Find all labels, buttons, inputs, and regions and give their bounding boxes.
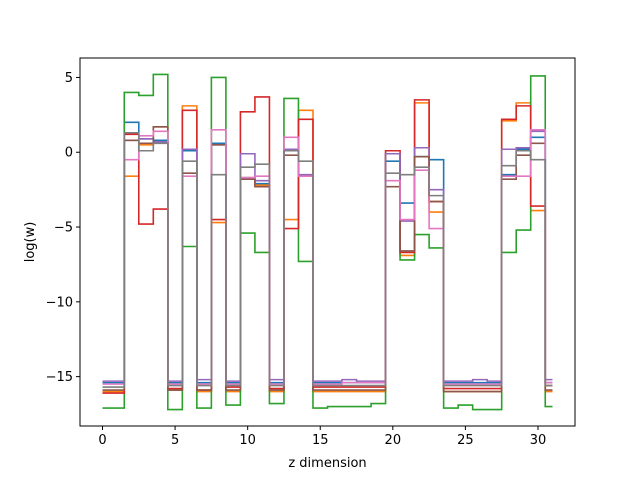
y-tick-label: 5 — [65, 71, 73, 86]
y-tick-label: −5 — [54, 221, 73, 236]
x-tick-label: 25 — [457, 433, 474, 448]
x-tick-label: 15 — [312, 433, 329, 448]
x-axis-label: z dimension — [288, 456, 366, 471]
y-tick-label: −10 — [46, 295, 73, 310]
series-line-5 — [102, 130, 553, 382]
x-tick-label: 0 — [98, 433, 106, 448]
x-tick-label: 30 — [530, 433, 547, 448]
x-tick-label: 20 — [385, 433, 402, 448]
x-tick-label: 5 — [171, 433, 179, 448]
x-tick-label: 10 — [239, 433, 256, 448]
series-line-4 — [102, 96, 553, 394]
series-line-7 — [102, 129, 553, 385]
x-axis-ticks: 0 5 10 15 20 25 30 — [98, 426, 546, 448]
y-tick-label: −15 — [46, 370, 73, 385]
axes-frame — [79, 57, 576, 427]
series-lines — [102, 73, 553, 411]
y-axis-label: log(w) — [23, 222, 38, 263]
series-line-8 — [102, 131, 553, 388]
series-line-3 — [102, 73, 553, 411]
y-axis-ticks: 5 0 −5 −10 −15 — [46, 71, 80, 385]
y-tick-label: 0 — [65, 146, 73, 161]
